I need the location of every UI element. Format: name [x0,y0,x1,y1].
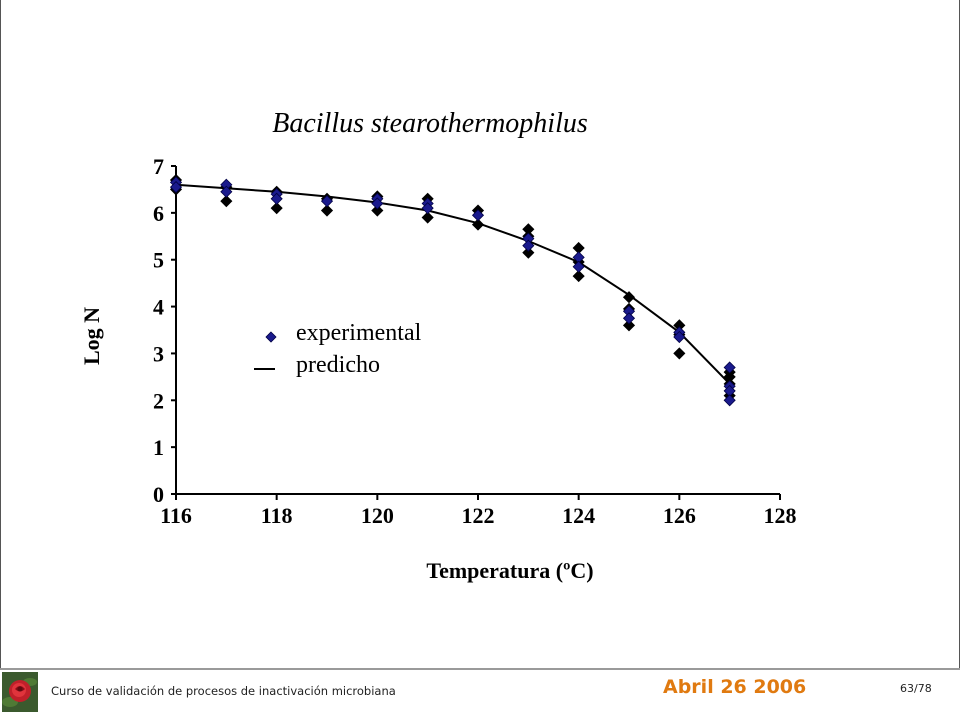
data-point-experimental [622,312,636,325]
x-tick-label: 116 [160,503,192,528]
x-tick-label: 126 [663,503,696,528]
footer-divider [0,668,960,670]
data-point-experimental [421,202,434,215]
data-point-replicate [421,211,434,224]
y-tick-label: 3 [153,341,164,366]
data-point-replicate [522,246,535,259]
y-tick-label: 7 [153,154,164,179]
data-point-replicate [270,202,283,215]
frame-left-border [0,0,1,668]
data-point-replicate [471,218,485,231]
series-line-predicho [175,183,731,385]
data-point-replicate [673,347,686,360]
data-point-experimental [220,185,233,198]
footer-date: Abril 26 2006 [663,676,807,698]
y-tick-label: 2 [153,388,164,413]
legend-label-predicho: predicho [296,352,380,378]
data-point-replicate [622,319,636,332]
y-tick-label: 4 [153,295,164,320]
data-point-replicate [622,291,636,304]
footer-course-title: Curso de validación de procesos de inact… [51,684,396,698]
data-points-layer [169,173,736,407]
data-point-experimental [572,260,585,273]
data-point-experimental [320,195,334,208]
chart-axes: 0 1 2 3 4 5 6 7 116 118 120 122 124 126 128 [153,154,797,528]
data-point-experimental [169,181,183,194]
x-tick-label: 122 [462,503,495,528]
data-point-experimental [723,394,736,407]
x-tick-label: 128 [764,503,797,528]
data-point-experimental [471,209,485,222]
y-tick-label: 1 [153,435,164,460]
x-axis-title: Temperatura (ºC) [426,558,593,583]
legend-marker-experimental [265,331,277,343]
chart: Bacillus stearothermophilus 0 1 2 3 4 5 6 7 116 1… [79,108,797,583]
predicted-line-layer [175,183,731,385]
x-tick-label: 118 [261,503,293,528]
y-tick-label: 0 [153,482,164,507]
data-point-experimental [723,361,736,374]
chart-title: Bacillus stearothermophilus [272,108,588,139]
data-point-experimental [673,330,686,344]
x-tick-label: 120 [361,503,394,528]
data-point-replicate [220,195,233,208]
data-point-replicate [572,270,585,283]
y-tick-label: 5 [153,248,164,273]
rose-icon [2,672,38,712]
data-point-experimental [371,197,384,210]
x-tick-label: 124 [562,503,595,528]
legend: experimental predicho [254,320,422,378]
legend-label-experimental: experimental [296,320,422,346]
y-axis-title: Log N [79,307,104,365]
data-point-replicate [320,204,334,217]
y-tick-label: 6 [153,201,164,226]
footer-page-number: 63/78 [900,682,932,695]
data-point-experimental [522,239,535,252]
data-point-replicate [371,204,384,217]
data-point-experimental [270,192,283,205]
